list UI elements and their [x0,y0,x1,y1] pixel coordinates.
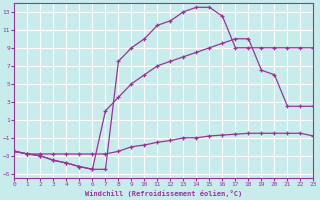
X-axis label: Windchill (Refroidissement éolien,°C): Windchill (Refroidissement éolien,°C) [85,190,243,197]
